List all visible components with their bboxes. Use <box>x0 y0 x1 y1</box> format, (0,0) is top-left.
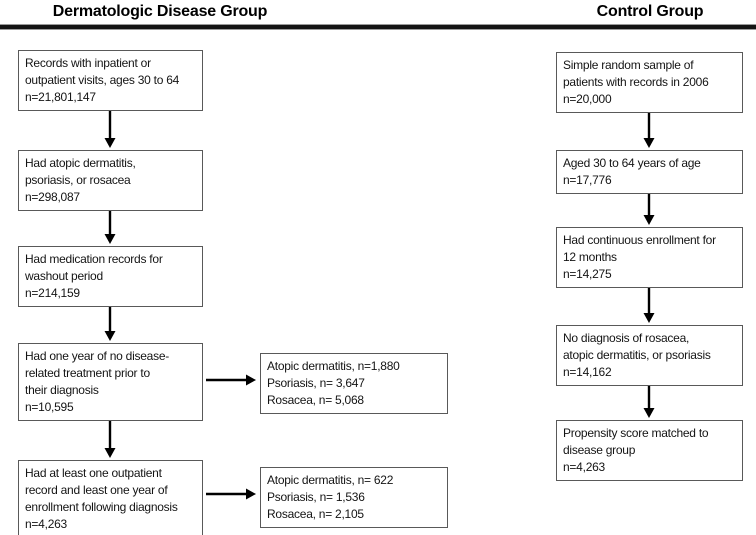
flow-box-random-sample: Simple random sample of patients with re… <box>556 52 743 113</box>
flow-box-no-diagnosis: No diagnosis of rosacea, atopic dermatit… <box>556 325 743 386</box>
down-arrow-icon <box>642 288 656 323</box>
down-arrow-icon <box>103 111 117 148</box>
down-arrow-icon <box>103 211 117 244</box>
right-arrow-icon <box>206 487 256 501</box>
flow-box-branch-counts-diagnosis: Atopic dermatitis, n=1,880 Psoriasis, n=… <box>260 353 448 414</box>
title-divider <box>0 24 756 30</box>
down-arrow-icon <box>642 386 656 418</box>
control-group-title: Control Group <box>596 3 704 20</box>
flow-box-medication-records: Had medication records for washout perio… <box>18 246 203 307</box>
flow-box-outpatient-enrollment: Had at least one outpatient record and l… <box>18 460 203 535</box>
right-arrow-icon <box>206 373 256 387</box>
flow-box-branch-counts-final: Atopic dermatitis, n= 622 Psoriasis, n= … <box>260 467 448 528</box>
flow-box-records-with-visits: Records with inpatient or outpatient vis… <box>18 50 203 111</box>
down-arrow-icon <box>103 421 117 458</box>
flow-box-had-diagnosis: Had atopic dermatitis, psoriasis, or ros… <box>18 150 203 211</box>
down-arrow-icon <box>103 307 117 341</box>
down-arrow-icon <box>642 194 656 225</box>
down-arrow-icon <box>642 113 656 148</box>
flow-box-no-prior-treatment: Had one year of no disease- related trea… <box>18 343 203 421</box>
flow-box-propensity-matched: Propensity score matched to disease grou… <box>556 420 743 481</box>
flow-box-aged-30-64: Aged 30 to 64 years of age n=17,776 <box>556 150 743 194</box>
flow-box-continuous-enroll: Had continuous enrollment for 12 months … <box>556 227 743 288</box>
disease-group-title: Dermatologic Disease Group <box>52 3 268 20</box>
